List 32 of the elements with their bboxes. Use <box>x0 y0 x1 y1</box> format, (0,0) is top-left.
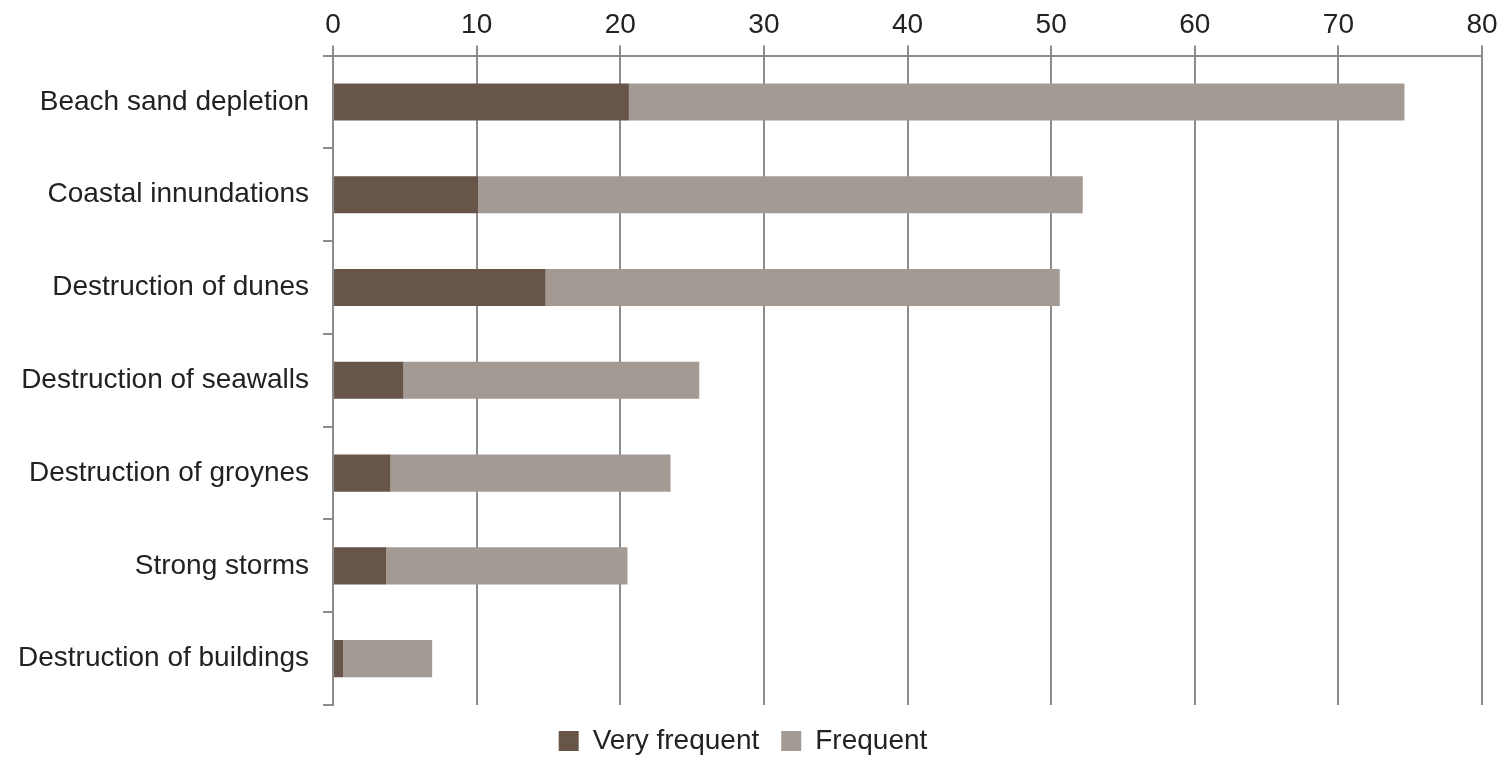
bar <box>478 176 1083 214</box>
y-tick-label: Destruction of seawalls <box>21 363 310 395</box>
bar <box>390 454 671 492</box>
bar <box>628 83 1405 121</box>
bar <box>343 640 433 678</box>
x-tick-label: 40 <box>891 7 924 39</box>
y-tick-label: Destruction of buildings <box>18 641 310 673</box>
x-tick-label: 10 <box>461 7 493 39</box>
y-tick-label: Strong storms <box>134 548 310 580</box>
x-tick-label: 60 <box>1179 7 1211 39</box>
bar <box>386 547 628 585</box>
x-tick-label: 20 <box>604 7 636 39</box>
x-tick-label: 70 <box>1322 7 1354 39</box>
bar <box>334 361 404 399</box>
y-tick-label: Coastal innundations <box>47 177 310 209</box>
legend-label: Very frequent <box>592 723 760 755</box>
bar <box>334 176 479 214</box>
bar <box>334 83 629 121</box>
legend-label: Frequent <box>815 723 928 755</box>
bar <box>403 361 700 399</box>
y-tick-label: Destruction of groynes <box>28 455 310 487</box>
x-tick-label: 80 <box>1466 7 1498 39</box>
x-tick-label: 50 <box>1035 7 1067 39</box>
x-tick-label: 30 <box>748 7 780 39</box>
bar <box>545 268 1060 307</box>
bar <box>334 454 391 492</box>
bar <box>334 640 344 678</box>
bar <box>334 547 387 585</box>
x-tick-label: 0 <box>325 7 341 39</box>
y-tick-label: Beach sand depletion <box>39 84 310 116</box>
bar <box>334 268 546 307</box>
y-tick-label: Destruction of dunes <box>52 270 310 302</box>
